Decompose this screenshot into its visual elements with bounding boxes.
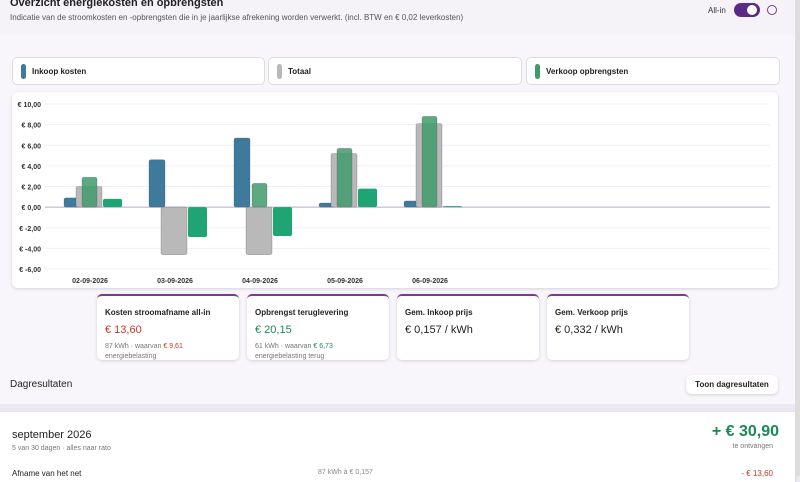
stat-note: 87 kWh · waarvan € 9,61 energiebelasting (105, 342, 231, 362)
y-tick-label: € -2,00 (19, 226, 41, 233)
x-tick-label: 06-09-2026 (412, 278, 448, 285)
y-tick-label: € 0,00 (22, 205, 42, 212)
note-highlight: € 9,61 (163, 343, 183, 350)
bar (336, 147, 353, 208)
bar (251, 183, 268, 208)
legend-label: Verkoop opbrengsten (546, 66, 629, 76)
y-tick-label: € 2,00 (22, 185, 42, 192)
month-card: september 2026 5 van 30 dagen · alles na… (0, 412, 795, 482)
y-tick-label: € 8,00 (22, 123, 42, 130)
subtitle: Indicatie van de stroomkosten en -opbren… (10, 13, 464, 22)
stat-title: Gem. Verkoop prijs (555, 308, 628, 317)
month-total: + € 30,90 (711, 423, 779, 440)
note-prefix: 61 kWh · waarvan (255, 343, 312, 350)
x-tick-label: 02-09-2026 (72, 278, 108, 285)
daily-title: Dagresultaten (10, 379, 73, 390)
bar (188, 207, 207, 238)
stat-value: € 13,60 (105, 324, 142, 336)
stat-note: 61 kWh · waarvan € 6,73 energiebelasting… (255, 342, 381, 362)
chart: € -6,00 € -4,00 € -2,00 € 0,00 € 2,00 € 4,00 €… (18, 102, 770, 285)
stat-card: Gem. Verkoop prijs € 0,332 / kWh (547, 294, 689, 360)
x-tick-label: 03-09-2026 (157, 278, 193, 285)
header: Overzicht energiekosten en opbrengsten I… (0, 0, 795, 34)
stat-value: € 0,332 / kWh (555, 324, 623, 336)
row-amount: - € 13,60 (741, 469, 773, 478)
bar (103, 198, 122, 208)
bar (148, 159, 166, 208)
bar (160, 206, 188, 255)
bar (273, 207, 292, 236)
bar (358, 188, 377, 208)
note-highlight: € 6,73 (313, 343, 333, 350)
row-detail: 87 kWh à € 0,157 (318, 469, 373, 476)
legend-swatch (21, 63, 26, 79)
legend-swatch (535, 63, 540, 79)
stat-card: Opbrengst teruglevering € 20,15 61 kWh · w… (247, 294, 389, 360)
month-title: september 2026 (12, 429, 92, 441)
title: Overzicht energiekosten en opbrengsten (10, 0, 224, 9)
y-tick-label: € 10,00 (18, 102, 41, 109)
row-label: Afname van het net (12, 469, 82, 478)
month-total-note: te ontvangen (732, 443, 773, 450)
note-prefix: 87 kWh · waarvan (105, 343, 162, 350)
bar (443, 206, 462, 208)
note-suffix: energiebelasting terug (255, 353, 325, 360)
legend-label: Inkoop kosten (32, 66, 87, 76)
y-tick-label: € -4,00 (19, 246, 41, 253)
bar (245, 206, 273, 255)
legend-item[interactable]: Verkoop opbrengsten (526, 57, 780, 85)
y-tick-label: € 6,00 (22, 143, 42, 150)
note-suffix: energiebelasting (105, 353, 157, 360)
legend-label: Totaal (288, 66, 311, 76)
stat-card: Gem. Inkoop prijs € 0,157 / kWh (397, 294, 539, 360)
scrollbar[interactable] (795, 0, 800, 476)
stat-value: € 20,15 (255, 324, 292, 336)
month-subtitle: 5 van 30 dagen · alles naar rato (12, 445, 111, 452)
legend-item[interactable]: Inkoop kosten (12, 57, 265, 85)
stat-value: € 0,157 / kWh (405, 324, 473, 336)
bar (421, 115, 438, 208)
daily-button[interactable]: Toon dagresultaten (686, 375, 778, 394)
bar (233, 137, 251, 208)
bar (81, 176, 98, 208)
stat-title: Gem. Inkoop prijs (405, 308, 473, 317)
x-tick-label: 05-09-2026 (327, 278, 363, 285)
y-tick-label: € -6,00 (19, 267, 41, 274)
toggle[interactable] (734, 3, 760, 17)
stat-title: Opbrengst teruglevering (255, 308, 349, 317)
stat-card: Kosten stroomafname all-in € 13,60 87 kWh … (97, 294, 239, 360)
legend-swatch (277, 63, 282, 79)
x-tick-label: 04-09-2026 (242, 278, 278, 285)
stat-title: Kosten stroomafname all-in (105, 308, 211, 317)
settings-icon[interactable] (767, 5, 777, 15)
y-tick-label: € 4,00 (22, 164, 42, 171)
legend-item[interactable]: Totaal (268, 57, 522, 85)
toggle-label: All-in (708, 6, 726, 15)
